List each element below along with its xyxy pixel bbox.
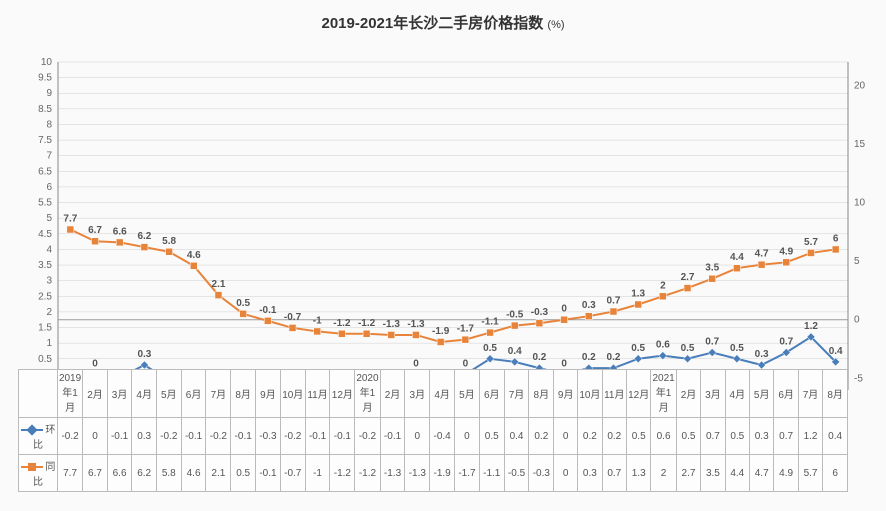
svg-text:0.4: 0.4: [508, 346, 522, 357]
svg-text:2: 2: [46, 307, 52, 318]
svg-text:4.7: 4.7: [755, 249, 769, 260]
svg-text:3: 3: [46, 276, 52, 287]
svg-text:5.7: 5.7: [804, 237, 818, 248]
svg-text:6.7: 6.7: [88, 225, 102, 236]
svg-text:-0.1: -0.1: [259, 305, 277, 316]
svg-text:6.6: 6.6: [113, 226, 127, 237]
svg-text:0.2: 0.2: [607, 352, 621, 363]
svg-text:9.5: 9.5: [38, 73, 52, 84]
svg-text:0.3: 0.3: [582, 300, 596, 311]
svg-text:1.3: 1.3: [631, 288, 645, 299]
svg-text:0: 0: [92, 358, 98, 369]
svg-text:0.3: 0.3: [137, 349, 151, 360]
svg-text:5.8: 5.8: [162, 236, 176, 247]
svg-text:2.1: 2.1: [212, 279, 226, 290]
svg-text:7.7: 7.7: [63, 214, 77, 225]
svg-text:0.2: 0.2: [582, 352, 596, 363]
svg-text:0.3: 0.3: [755, 349, 769, 360]
svg-text:7.5: 7.5: [38, 135, 52, 146]
svg-text:0: 0: [413, 358, 419, 369]
svg-text:-1.1: -1.1: [481, 317, 499, 328]
svg-text:0.5: 0.5: [38, 354, 52, 365]
svg-text:-1.2: -1.2: [358, 318, 376, 329]
svg-text:1.5: 1.5: [38, 323, 52, 334]
svg-text:4.6: 4.6: [187, 250, 201, 261]
svg-text:0.7: 0.7: [705, 337, 719, 348]
svg-text:-1.7: -1.7: [457, 324, 475, 335]
svg-text:1.2: 1.2: [804, 321, 818, 332]
svg-text:8.5: 8.5: [38, 104, 52, 115]
svg-text:10: 10: [854, 198, 866, 209]
svg-text:0.2: 0.2: [532, 352, 546, 363]
svg-text:5: 5: [854, 256, 860, 267]
svg-text:3.5: 3.5: [705, 263, 719, 274]
svg-text:0.5: 0.5: [236, 298, 250, 309]
svg-text:0.4: 0.4: [829, 346, 843, 357]
svg-text:0: 0: [463, 358, 469, 369]
svg-text:0.6: 0.6: [656, 340, 670, 351]
svg-text:0: 0: [561, 304, 567, 315]
svg-text:-1.3: -1.3: [407, 319, 425, 330]
svg-text:0.7: 0.7: [607, 296, 621, 307]
svg-text:6: 6: [46, 182, 52, 193]
svg-text:4: 4: [46, 244, 52, 255]
svg-text:8: 8: [46, 119, 52, 130]
svg-text:6.5: 6.5: [38, 166, 52, 177]
table-header-row: 2019年1月2月3月4月5月6月7月8月9月10月11月12月2020年1月2…: [19, 370, 848, 418]
svg-text:7: 7: [46, 151, 52, 162]
svg-text:2.5: 2.5: [38, 291, 52, 302]
svg-text:10: 10: [41, 57, 53, 68]
table-data-row: 环比-0.20-0.10.3-0.2-0.1-0.2-0.1-0.3-0.2-0…: [19, 418, 848, 455]
svg-text:-1.9: -1.9: [432, 326, 450, 337]
svg-text:-5: -5: [854, 373, 863, 384]
svg-text:0.7: 0.7: [779, 337, 793, 348]
svg-text:4.5: 4.5: [38, 229, 52, 240]
svg-text:20: 20: [854, 80, 866, 91]
svg-text:-1.3: -1.3: [383, 319, 401, 330]
svg-text:3.5: 3.5: [38, 260, 52, 271]
svg-text:9: 9: [46, 88, 52, 99]
svg-text:1: 1: [46, 338, 52, 349]
svg-text:0.5: 0.5: [631, 343, 645, 354]
svg-text:4.4: 4.4: [730, 252, 744, 263]
svg-text:-1.2: -1.2: [333, 318, 351, 329]
svg-text:5.5: 5.5: [38, 198, 52, 209]
svg-text:0.5: 0.5: [681, 343, 695, 354]
svg-text:-0.3: -0.3: [531, 307, 549, 318]
svg-text:6.2: 6.2: [137, 231, 151, 242]
table-data-row: 同比7.76.76.66.25.84.62.10.5-0.1-0.7-1-1.2…: [19, 455, 848, 492]
svg-text:0: 0: [854, 315, 860, 326]
svg-text:0: 0: [561, 358, 567, 369]
svg-text:4.9: 4.9: [779, 246, 793, 257]
svg-text:2.7: 2.7: [681, 272, 695, 283]
data-table: 2019年1月2月3月4月5月6月7月8月9月10月11月12月2020年1月2…: [18, 369, 848, 492]
svg-text:2: 2: [660, 280, 666, 291]
svg-text:-1: -1: [313, 315, 322, 326]
svg-text:0.5: 0.5: [483, 343, 497, 354]
svg-text:-0.7: -0.7: [284, 312, 302, 323]
svg-text:0.5: 0.5: [730, 343, 744, 354]
svg-text:15: 15: [854, 139, 866, 150]
svg-text:6: 6: [833, 233, 839, 244]
svg-text:-0.5: -0.5: [506, 310, 524, 321]
svg-text:5: 5: [46, 213, 52, 224]
